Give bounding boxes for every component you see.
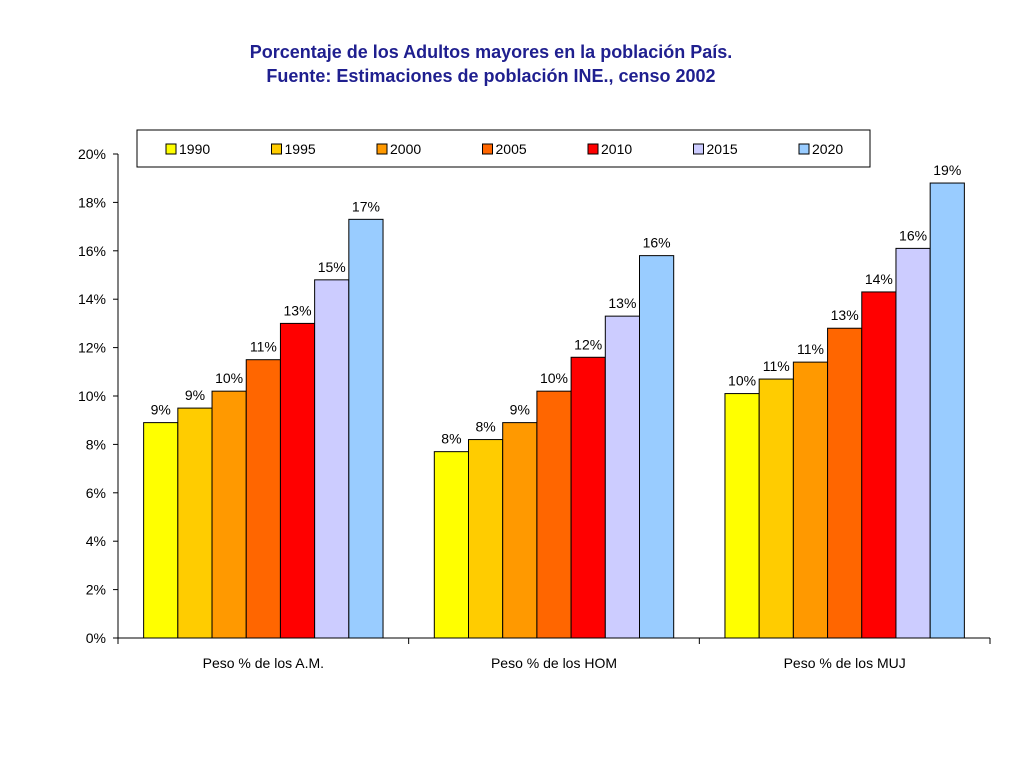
category-label: Peso % de los MUJ xyxy=(784,655,906,671)
bar-2010 xyxy=(279,322,316,639)
bar-1995 xyxy=(468,439,504,639)
legend-label: 2000 xyxy=(390,141,421,157)
bar-1990 xyxy=(724,393,760,639)
bar-2000 xyxy=(502,422,538,639)
chart-title: Porcentaje de los Adultos mayores en la … xyxy=(249,42,733,62)
data-label: 11% xyxy=(797,341,824,357)
y-tick-label: 18% xyxy=(78,194,106,210)
legend-swatch-2015 xyxy=(693,143,704,155)
y-tick-label: 6% xyxy=(86,485,106,501)
y-tick-label: 12% xyxy=(78,340,106,356)
y-tick-label: 16% xyxy=(78,243,106,259)
data-label: 13% xyxy=(608,295,636,311)
bar-2015 xyxy=(895,247,931,639)
y-tick-label: 10% xyxy=(78,388,106,404)
category-label: Peso % de los A.M. xyxy=(203,655,324,671)
legend-label: 1990 xyxy=(179,141,210,157)
bar-2020 xyxy=(929,182,965,639)
data-label: 11% xyxy=(763,358,790,374)
legend-swatch-2005 xyxy=(482,143,493,155)
legend-label: 1995 xyxy=(285,141,316,157)
data-label: 12% xyxy=(574,336,602,352)
chart-subtitle: Fuente: Estimaciones de población INE., … xyxy=(266,66,716,86)
data-label: 8% xyxy=(475,419,495,435)
data-label: 8% xyxy=(441,431,461,447)
data-label: 13% xyxy=(284,302,312,318)
data-label: 16% xyxy=(643,235,671,251)
y-tick-label: 8% xyxy=(86,436,106,452)
y-tick-label: 0% xyxy=(86,630,106,646)
bar-1990 xyxy=(433,451,469,639)
data-label: 16% xyxy=(899,227,927,243)
chart-title-block: Porcentaje de los Adultos mayores en la … xyxy=(0,40,982,88)
legend-swatch-2010 xyxy=(587,143,599,155)
y-tick-label: 14% xyxy=(78,291,106,307)
bar-2000 xyxy=(792,361,829,639)
legend-swatch-1990 xyxy=(165,143,177,155)
legend-swatch-2000 xyxy=(376,143,388,155)
y-tick-label: 2% xyxy=(86,582,106,598)
data-label: 9% xyxy=(510,402,530,418)
bar-2000 xyxy=(211,390,247,639)
y-tick-label: 20% xyxy=(78,146,106,162)
data-label: 11% xyxy=(250,339,277,355)
data-label: 14% xyxy=(865,271,893,287)
legend-box xyxy=(136,129,871,168)
legend: 1990 1995 2000 2005 2010 2015 2020 xyxy=(136,129,871,168)
bar-2010 xyxy=(861,291,897,639)
data-label: 19% xyxy=(933,162,961,178)
y-tick-label: 4% xyxy=(86,533,106,549)
bar-1995 xyxy=(177,407,213,639)
bar-2005 xyxy=(827,327,863,639)
data-label: 15% xyxy=(318,259,346,275)
legend-label: 2005 xyxy=(496,141,527,157)
data-label: 10% xyxy=(215,370,243,386)
legend-label: 2015 xyxy=(707,141,738,157)
bar-2020 xyxy=(348,218,384,639)
data-label: 10% xyxy=(540,370,568,386)
data-label: 9% xyxy=(185,387,205,403)
bar-2015 xyxy=(314,279,350,639)
legend-label: 2010 xyxy=(601,141,632,157)
legend-label: 2020 xyxy=(812,141,843,157)
data-label: 13% xyxy=(831,307,859,323)
data-label: 9% xyxy=(151,402,171,418)
legend-swatch-1995 xyxy=(271,143,282,155)
bar-1990 xyxy=(143,422,179,639)
bar-2020 xyxy=(639,255,675,639)
bar-2015 xyxy=(604,315,640,639)
data-label: 10% xyxy=(728,373,756,389)
bar-2005 xyxy=(536,390,572,639)
legend-swatch-2020 xyxy=(798,143,810,155)
bar-1995 xyxy=(758,378,794,639)
category-label: Peso % de los HOM xyxy=(491,655,617,671)
bar-2010 xyxy=(570,356,606,639)
bar-2005 xyxy=(245,359,281,639)
data-label: 17% xyxy=(352,198,380,214)
